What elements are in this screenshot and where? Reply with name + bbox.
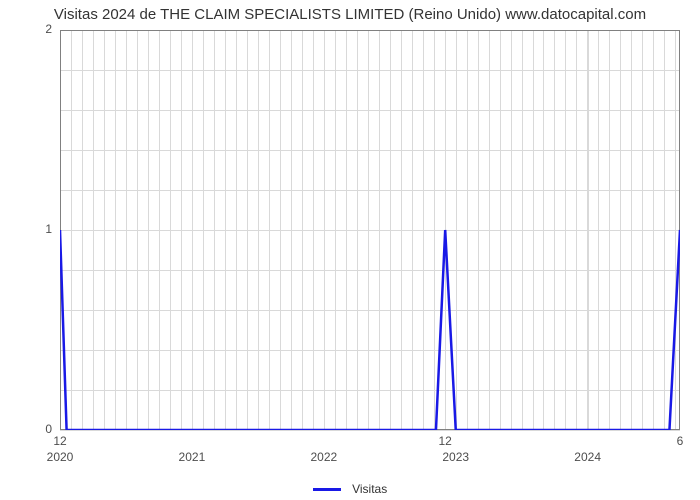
- series-line: [60, 30, 680, 430]
- legend-label: Visitas: [352, 482, 387, 496]
- legend-swatch: [313, 488, 341, 491]
- chart-container: Visitas 2024 de THE CLAIM SPECIALISTS LI…: [0, 0, 700, 500]
- y-axis-tick-label: 0: [12, 422, 52, 436]
- plot-area: [60, 30, 680, 430]
- chart-title: Visitas 2024 de THE CLAIM SPECIALISTS LI…: [0, 6, 700, 23]
- grid-line-horizontal: [60, 430, 680, 431]
- y-axis-tick-label: 2: [12, 22, 52, 36]
- x-axis-tick-label: 2023: [442, 450, 469, 464]
- y-axis-tick-label: 1: [12, 222, 52, 236]
- x-axis-tick-label: 2020: [47, 450, 74, 464]
- x-axis-tick-label: 2024: [574, 450, 601, 464]
- data-value-label: 6: [677, 434, 684, 448]
- legend: Visitas: [0, 481, 700, 496]
- data-value-label: 12: [53, 434, 66, 448]
- data-value-label: 12: [439, 434, 452, 448]
- x-axis-tick-label: 2021: [179, 450, 206, 464]
- x-axis-tick-label: 2022: [310, 450, 337, 464]
